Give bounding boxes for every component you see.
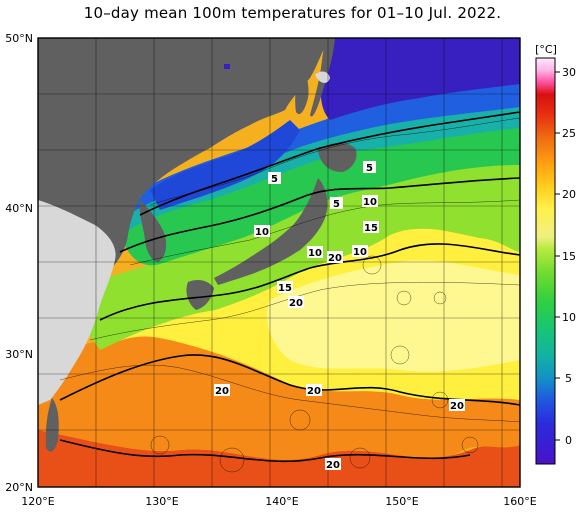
contour-label: 20 xyxy=(289,298,303,309)
map-title: 10–day mean 100m temperatures for 01–10 … xyxy=(83,4,502,22)
land-taiwan xyxy=(45,398,59,452)
lat-label: 20°N xyxy=(5,481,33,494)
contour-label: 20 xyxy=(215,386,229,397)
ocean-deep-north xyxy=(320,38,520,120)
lat-label: 40°N xyxy=(5,202,33,215)
contour-label: 20 xyxy=(450,401,464,412)
colorbar-tick: 10 xyxy=(562,311,576,324)
ocean-blue xyxy=(132,82,520,212)
ocean-teal xyxy=(123,105,520,232)
sea-of-japan-blue xyxy=(150,120,300,210)
lat-label: 50°N xyxy=(5,32,33,45)
colorbar: [°C] 30 25 20 15 10 5 0 xyxy=(535,43,576,465)
colorbar-tick: 25 xyxy=(562,127,576,140)
contour-label: 20 xyxy=(307,386,321,397)
contour-label: 5 xyxy=(333,199,340,210)
ocean-speck xyxy=(224,64,230,69)
contour-label: 10 xyxy=(363,197,377,208)
contour-label: 10 xyxy=(255,227,269,238)
contour-fine xyxy=(59,117,520,473)
colorbar-tick: 20 xyxy=(562,188,576,201)
grid-lines xyxy=(38,38,520,487)
land-sakhalin xyxy=(295,60,309,115)
contour-lines xyxy=(59,111,520,463)
lon-label: 160°E xyxy=(503,495,536,508)
contour-label: 5 xyxy=(366,163,373,174)
land-korea xyxy=(139,200,167,262)
lon-label: 140°E xyxy=(265,495,298,508)
contour-label-group: 5 5 5 10 10 10 10 15 15 20 20 20 20 xyxy=(214,161,465,471)
contour-label: 20 xyxy=(328,253,342,264)
contour-label: 10 xyxy=(308,248,322,259)
colorbar-tick: 15 xyxy=(562,250,576,263)
lon-label: 150°E xyxy=(385,495,418,508)
ocean-lightgreen xyxy=(70,160,520,350)
colorbar-tick: 30 xyxy=(562,66,576,79)
colorbar-tick: 0 xyxy=(565,434,572,447)
land-honshu xyxy=(214,178,328,285)
ocean-hot xyxy=(38,430,520,487)
colorbar-tick: 5 xyxy=(565,372,572,385)
lat-label: 30°N xyxy=(5,348,33,361)
colorbar-gradient xyxy=(535,57,556,465)
lon-label: 130°E xyxy=(145,495,178,508)
ocean-orange xyxy=(38,335,520,460)
contour-label: 5 xyxy=(271,174,278,185)
land-light-patch xyxy=(315,71,330,83)
colorbar-unit: [°C] xyxy=(535,43,557,56)
contour-label: 15 xyxy=(278,283,292,294)
contour-label: 15 xyxy=(364,223,378,234)
contour-label: 10 xyxy=(353,247,367,258)
map-frame xyxy=(37,37,521,488)
lon-label: 120°E xyxy=(21,495,54,508)
land-kyushu xyxy=(186,280,214,310)
contour-label: 20 xyxy=(326,460,340,471)
